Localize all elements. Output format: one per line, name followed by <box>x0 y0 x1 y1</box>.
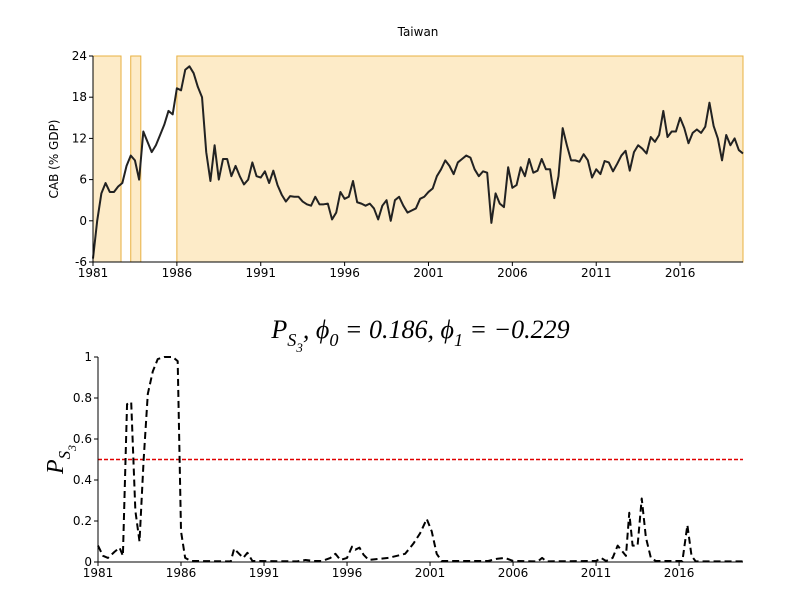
x-tick-label: 2011 <box>581 566 612 580</box>
text-run: = 0.186, ϕ <box>338 315 454 344</box>
x-tick-label: 2016 <box>665 266 696 280</box>
x-tick-label: 2016 <box>664 566 695 580</box>
y-tick-label: 0.4 <box>73 473 92 487</box>
y-tick-label: 0 <box>79 214 87 228</box>
text-run: S <box>55 450 74 459</box>
y-tick-label: 12 <box>72 131 87 145</box>
chart-title: PS3, ϕ0 = 0.186, ϕ1 = −0.229 <box>270 315 569 355</box>
data-line <box>92 65 744 259</box>
chart-title: Taiwan <box>397 25 439 39</box>
x-tick-label: 1981 <box>78 266 109 280</box>
y-tick-label: 18 <box>72 90 87 104</box>
x-tick-label: 2006 <box>498 566 529 580</box>
x-tick-label: 2006 <box>497 266 528 280</box>
text-run: S <box>287 330 296 350</box>
y-axis-label: PS3 <box>43 445 79 475</box>
x-tick-label: 1981 <box>83 566 114 580</box>
text-run: 0 <box>329 330 338 350</box>
x-tick-label: 1996 <box>329 266 360 280</box>
data-line <box>97 356 743 563</box>
text-run: = −0.229 <box>463 315 570 344</box>
regime-region <box>130 55 142 263</box>
regime-region <box>92 55 122 263</box>
x-tick-label: 1986 <box>162 266 193 280</box>
text-run: P <box>43 459 69 475</box>
y-tick-label: 6 <box>79 173 87 187</box>
y-tick-label: 0 <box>84 555 92 569</box>
text-run: P <box>270 315 287 344</box>
x-tick-label: 1991 <box>249 566 280 580</box>
text-run: 1 <box>454 330 463 350</box>
y-tick-label: 0.2 <box>73 514 92 528</box>
text-run: , ϕ <box>303 315 329 344</box>
x-tick-label: 1996 <box>332 566 363 580</box>
text-run: 3 <box>295 340 303 355</box>
y-axis-label: CAB (% GDP) <box>47 120 61 199</box>
x-tick-label: 2001 <box>413 266 444 280</box>
y-tick-label: 0.8 <box>73 391 92 405</box>
y-tick-label: 1 <box>84 350 92 364</box>
y-tick-label: 24 <box>72 49 87 63</box>
y-tick-label: 0.6 <box>73 432 92 446</box>
x-tick-label: 1991 <box>245 266 276 280</box>
x-tick-label: 2011 <box>581 266 612 280</box>
regime-region <box>176 55 744 263</box>
x-tick-label: 1986 <box>166 566 197 580</box>
y-tick-label: -6 <box>75 255 87 269</box>
text-run: 3 <box>65 445 79 452</box>
x-tick-label: 2001 <box>415 566 446 580</box>
